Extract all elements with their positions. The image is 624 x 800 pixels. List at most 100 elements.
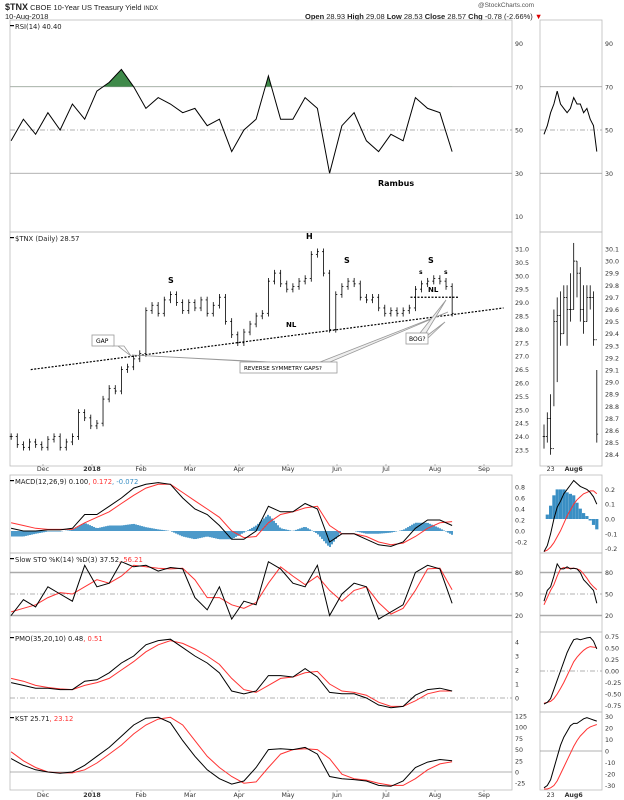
right-price-bar (549, 394, 552, 455)
macd-histogram-bar (109, 525, 111, 531)
x-axis-label: 2018 (83, 466, 101, 473)
down-arrow-icon: ▼ (534, 12, 543, 21)
legend-swatch (10, 237, 14, 239)
macd-histogram-bar (203, 531, 205, 538)
macd-histogram-bar (93, 526, 95, 531)
price-bar (156, 302, 160, 317)
legend-swatch (10, 637, 14, 639)
head-label: H (306, 232, 313, 241)
price-bar (413, 285, 417, 312)
pmo-right-ytick: 0.75 (605, 634, 619, 641)
price-bar (28, 438, 32, 451)
price-bar (95, 419, 99, 430)
price-bar (383, 304, 387, 317)
macd-histogram-bar (99, 527, 101, 531)
macd-histogram-bar (35, 531, 37, 534)
macd-histogram-bar (25, 531, 27, 536)
price-bar (334, 291, 338, 333)
panel-rsi: 90 70 50 30 10 90 70 50 30 RSI(14) 40.40 (9, 19, 613, 233)
sto-right-d-line (543, 566, 598, 606)
macd-histogram-bar (241, 531, 243, 534)
macd-histogram-bar (193, 531, 195, 540)
price-bar (113, 385, 117, 395)
macd-histogram-bar (281, 528, 283, 531)
title-part: KST 25.71 (15, 715, 50, 723)
price-bar (64, 438, 68, 451)
price-bar (377, 294, 381, 312)
macd-histogram-bar (137, 525, 139, 531)
macd-histogram-bar (377, 531, 379, 534)
macd-histogram-bar (181, 531, 183, 537)
macd-histogram-bar (87, 524, 89, 531)
title-part: , 23.12 (50, 715, 74, 723)
macd-histogram-bar (183, 531, 185, 537)
macd-ytick: 0.0 (515, 529, 525, 536)
price-bar (364, 294, 368, 304)
macd-histogram-bar (451, 531, 453, 535)
macd-right-histogram-bar (585, 516, 589, 519)
x-axis-label: Jun (331, 466, 342, 473)
price-bar (224, 294, 228, 325)
macd-histogram-bar (431, 524, 433, 531)
neckline (30, 307, 504, 371)
macd-histogram-bar (71, 529, 73, 531)
macd-histogram-bar (405, 528, 407, 531)
macd-histogram-bar (103, 526, 105, 531)
right-price-bar (588, 285, 592, 310)
price-bar (46, 436, 50, 451)
macd-histogram-bar (117, 525, 119, 531)
macd-histogram-bar (269, 516, 271, 531)
low-value: 28.53 (403, 12, 423, 21)
price-bar (162, 296, 166, 317)
title-text: $TNX (Daily) 28.57 (15, 235, 80, 243)
price-right-ytick: 30.1 (605, 247, 619, 254)
macd-histogram-bar (83, 523, 85, 531)
macd-histogram-bar (309, 529, 311, 531)
price-bar (438, 275, 442, 285)
macd-histogram-bar (261, 520, 263, 531)
macd-histogram-bar (107, 525, 109, 531)
macd-right-histogram-bar (549, 505, 553, 519)
price-right-ytick: 29.9 (605, 271, 619, 278)
macd-histogram-bar (427, 522, 429, 531)
price-bar (273, 269, 277, 285)
macd-histogram-bar (305, 527, 307, 531)
macd-histogram-bar (143, 526, 145, 531)
sto-ytick: 50 (515, 592, 523, 599)
price-bar (346, 277, 350, 290)
price-title: $TNX (Daily) 28.57 (15, 235, 80, 243)
macd-ytick: 0.8 (515, 485, 525, 492)
macd-histogram-bar (155, 528, 157, 531)
macd-histogram-bar (73, 528, 75, 531)
price-bar (9, 433, 13, 440)
x-axis-label: Jul (381, 792, 390, 799)
macd-histogram-bar (371, 531, 373, 534)
security-name: CBOE 10-Year US Treasury Yield (30, 3, 142, 12)
price-bar (285, 280, 289, 293)
price-bar (322, 248, 326, 277)
price-bar (358, 280, 362, 301)
rsi-right-ytick: 70 (605, 84, 613, 91)
macd-histogram-bar (411, 524, 413, 531)
macd-ytick: -0.2 (515, 540, 527, 547)
macd-histogram-bar (265, 516, 267, 531)
macd-histogram-bar (253, 526, 255, 531)
x-axis-label: Mar (184, 466, 196, 473)
macd-histogram-bar (445, 531, 447, 532)
panel-price: 31.0 30.5 30.0 29.5 29.0 28.5 28.0 27.5 27.0 26.5… (9, 231, 619, 467)
pmo-ytick: 4 (515, 640, 519, 647)
macd-histogram-bar (115, 525, 117, 531)
macd-histogram-bar (189, 531, 191, 539)
high-value: 29.08 (365, 12, 385, 21)
macd-histogram-bar (15, 531, 17, 537)
x-axis-label: Sep (478, 466, 490, 473)
price-bar (175, 291, 179, 306)
macd-histogram-bar (273, 520, 275, 531)
macd-histogram-bar (435, 526, 437, 531)
macd-histogram-bar (211, 531, 213, 538)
rsi-right-ytick: 30 (605, 171, 613, 178)
price-right-ytick: 28.9 (605, 392, 619, 399)
macd-right-histogram-bar (558, 489, 563, 519)
macd-histogram-bar (213, 531, 215, 539)
macd-histogram-bar (289, 530, 291, 531)
